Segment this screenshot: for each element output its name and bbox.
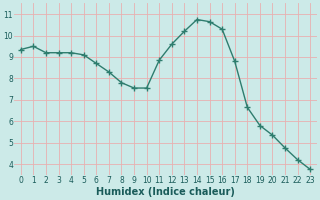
X-axis label: Humidex (Indice chaleur): Humidex (Indice chaleur)	[96, 187, 235, 197]
